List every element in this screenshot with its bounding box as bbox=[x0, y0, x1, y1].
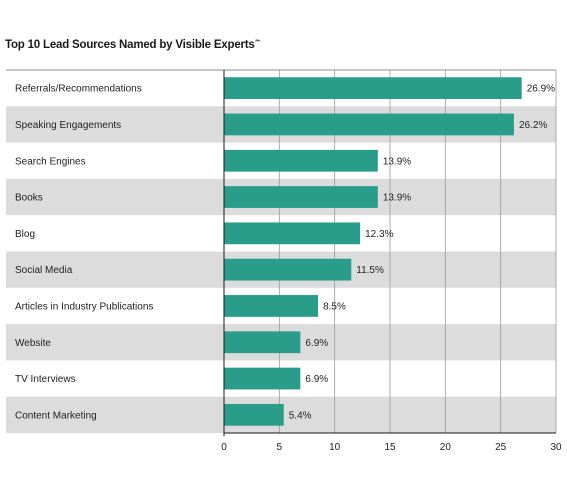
category-label: Articles in Industry Publications bbox=[15, 301, 153, 312]
x-tick-label: 5 bbox=[277, 442, 283, 453]
category-label: Website bbox=[15, 338, 51, 349]
bar bbox=[224, 331, 301, 354]
value-label: 13.9% bbox=[383, 156, 411, 167]
x-tick-label: 20 bbox=[440, 442, 452, 453]
x-tick-label: 30 bbox=[550, 442, 562, 453]
bar bbox=[224, 403, 284, 426]
bar bbox=[224, 77, 522, 100]
value-label: 12.3% bbox=[365, 229, 393, 240]
value-label: 11.5% bbox=[356, 265, 384, 276]
bar bbox=[224, 295, 319, 317]
value-label: 5.4% bbox=[289, 410, 312, 421]
value-label: 6.9% bbox=[305, 374, 328, 385]
x-tick-label: 0 bbox=[221, 442, 227, 453]
x-tick-label: 10 bbox=[329, 442, 341, 453]
category-label: Books bbox=[15, 193, 43, 204]
value-label: 6.9% bbox=[305, 338, 328, 349]
value-label: 26.2% bbox=[519, 120, 547, 131]
service-mark: ℠ bbox=[254, 40, 261, 46]
chart-title-text: Top 10 Lead Sources Named by Visible Exp… bbox=[5, 39, 255, 51]
category-label: Search Engines bbox=[15, 156, 86, 167]
chart-title: Top 10 Lead Sources Named by Visible Exp… bbox=[5, 39, 261, 51]
category-label: Referrals/Recommendations bbox=[15, 84, 142, 95]
category-label: Blog bbox=[15, 229, 35, 240]
value-label: 26.9% bbox=[527, 84, 555, 95]
bar bbox=[224, 113, 514, 136]
bar bbox=[224, 367, 301, 390]
category-label: Social Media bbox=[15, 265, 73, 276]
bar bbox=[224, 258, 352, 281]
bar bbox=[224, 186, 378, 208]
category-label: TV Interviews bbox=[15, 374, 76, 385]
x-tick-label: 15 bbox=[384, 442, 396, 453]
category-label: Speaking Engagements bbox=[15, 120, 121, 131]
category-label: Content Marketing bbox=[15, 410, 97, 421]
value-label: 13.9% bbox=[383, 193, 411, 204]
x-tick-label: 25 bbox=[495, 442, 507, 453]
bar bbox=[224, 222, 361, 245]
bar bbox=[224, 149, 378, 172]
value-label: 8.5% bbox=[323, 301, 346, 312]
